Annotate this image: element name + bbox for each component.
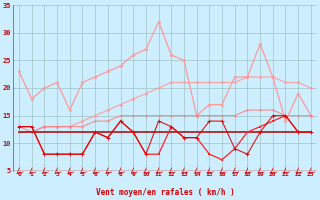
X-axis label: Vent moyen/en rafales ( km/h ): Vent moyen/en rafales ( km/h ) — [96, 188, 234, 197]
